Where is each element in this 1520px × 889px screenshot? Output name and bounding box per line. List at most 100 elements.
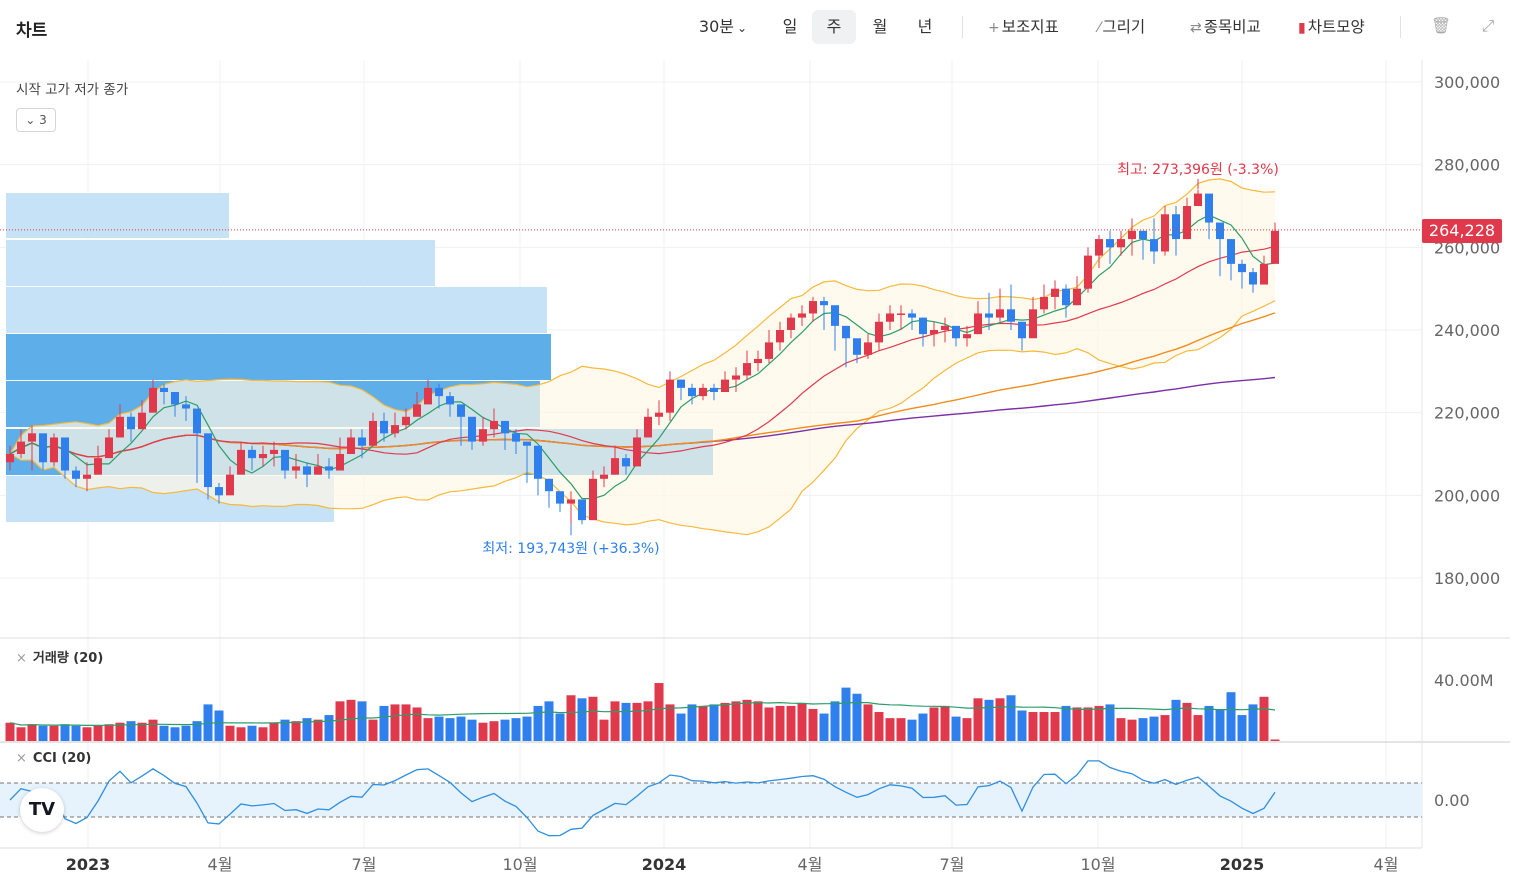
candle-body — [314, 466, 322, 475]
chevron-down-icon: ⌄ — [25, 113, 36, 127]
candle-body — [699, 387, 707, 397]
draw-button[interactable]: ⁄ 그리기 — [1098, 10, 1145, 44]
y-tick-label: 240,000 — [1434, 321, 1500, 340]
compare-button[interactable]: ⇄ 종목비교 — [1190, 10, 1261, 44]
volume-bar — [1094, 705, 1104, 741]
candle-body — [39, 433, 47, 463]
candle-body — [952, 325, 960, 339]
pencil-icon: ⁄ — [1098, 20, 1101, 36]
candle-body — [809, 301, 817, 314]
candle-body — [369, 420, 377, 446]
candle-body — [1216, 222, 1224, 240]
page-title: 차트 — [16, 21, 48, 41]
volume-bar — [808, 708, 818, 741]
indicator-button[interactable]: + 보조지표 — [988, 10, 1059, 44]
volume-bar — [1215, 708, 1225, 741]
candle-body — [1161, 214, 1169, 252]
volume-bar — [1226, 692, 1236, 741]
candle-body — [1128, 230, 1136, 240]
volume-bar — [676, 713, 686, 741]
tab-day[interactable]: 일 — [782, 17, 798, 36]
volume-bar — [698, 705, 708, 741]
candle-body — [1095, 239, 1103, 256]
legend-collapse-button[interactable]: ⌄ 3 — [16, 108, 56, 132]
y-tick-label: 300,000 — [1434, 73, 1500, 92]
volume-bar — [995, 698, 1005, 741]
x-tick-label: 2023 — [66, 855, 111, 874]
candle-body — [875, 321, 883, 343]
chart-toolbar: 차트 30분 ⌄ 일 주 월 년 + 보조지표 ⁄ 그리기 ⇄ 종목비교 ▮ 차트모양 🗑… — [0, 0, 1520, 52]
tradingview-logo-icon[interactable]: TV — [20, 788, 64, 832]
volume-bar — [984, 699, 994, 741]
volume-profile-zone — [6, 287, 547, 333]
tab-week[interactable]: 주 — [812, 10, 856, 44]
candle-body — [28, 433, 36, 442]
candle-body — [611, 458, 619, 475]
volume-bar — [148, 719, 158, 741]
candle-body — [1260, 263, 1268, 285]
volume-bar — [533, 705, 543, 741]
volume-bar — [445, 718, 455, 741]
volume-bar — [1039, 712, 1049, 741]
plus-icon: + — [988, 20, 1000, 36]
volume-bar — [588, 696, 598, 741]
close-icon[interactable]: × — [16, 751, 27, 766]
volume-bar — [170, 727, 180, 741]
candle-body — [72, 470, 80, 479]
candle-body — [963, 334, 971, 339]
candle-body — [776, 330, 784, 343]
last-price-badge: 264,228 — [1422, 219, 1502, 243]
ohlc-legend: 시작 고가 저가 종가 — [16, 82, 129, 98]
volume-bar — [49, 725, 59, 741]
chart-style-button[interactable]: ▮ 차트모양 — [1298, 10, 1365, 44]
tab-month[interactable]: 월 — [872, 17, 888, 36]
volume-bar — [401, 704, 411, 741]
candle-body — [1183, 206, 1191, 240]
volume-bar — [753, 701, 763, 741]
candle-body — [270, 449, 278, 454]
volume-bar — [720, 702, 730, 741]
candle-body — [105, 437, 113, 459]
candle-body — [94, 458, 102, 475]
volume-bar — [412, 707, 422, 741]
candle-body — [468, 416, 476, 442]
candle-body — [303, 466, 311, 475]
volume-bar — [973, 698, 983, 741]
volume-bar — [324, 715, 334, 741]
tab-year[interactable]: 년 — [917, 17, 933, 36]
chart-style-label: 차트모양 — [1307, 18, 1365, 36]
candle-body — [1051, 288, 1059, 297]
high-price-label: 최고: 273,396원 (-3.3%) — [1117, 162, 1279, 178]
volume-bar — [247, 725, 257, 741]
expand-icon[interactable]: ⤢ — [1481, 16, 1495, 35]
candle-body — [512, 433, 520, 442]
volume-bar — [731, 701, 741, 741]
volume-profile-zone — [6, 193, 229, 238]
candle-body — [523, 441, 531, 446]
close-icon[interactable]: × — [16, 651, 27, 666]
volume-bars — [5, 683, 1280, 741]
candle-body — [754, 358, 762, 364]
candle-body — [1139, 230, 1147, 240]
volume-bar — [1127, 719, 1137, 741]
candle-body — [1249, 272, 1257, 285]
volume-profile-zone — [6, 240, 435, 286]
candle-body — [1271, 230, 1279, 264]
volume-bar — [1237, 715, 1247, 741]
y-tick-label: 260,000 — [1434, 238, 1500, 257]
interval-dropdown[interactable]: 30분 ⌄ — [690, 10, 756, 44]
candle-body — [6, 454, 14, 463]
trash-icon[interactable]: 🗑 — [1430, 16, 1452, 35]
indicator-label: 보조지표 — [1001, 18, 1059, 36]
candle-body — [688, 387, 696, 397]
candle-body — [424, 387, 432, 405]
volume-bar — [225, 725, 235, 741]
volume-bar — [1083, 707, 1093, 741]
volume-bar — [1061, 705, 1071, 741]
x-tick-label: 2025 — [1220, 855, 1265, 874]
toolbar-divider — [962, 16, 963, 38]
candle-body — [1084, 255, 1092, 289]
candle-body — [127, 416, 135, 430]
volume-bar — [258, 727, 268, 741]
